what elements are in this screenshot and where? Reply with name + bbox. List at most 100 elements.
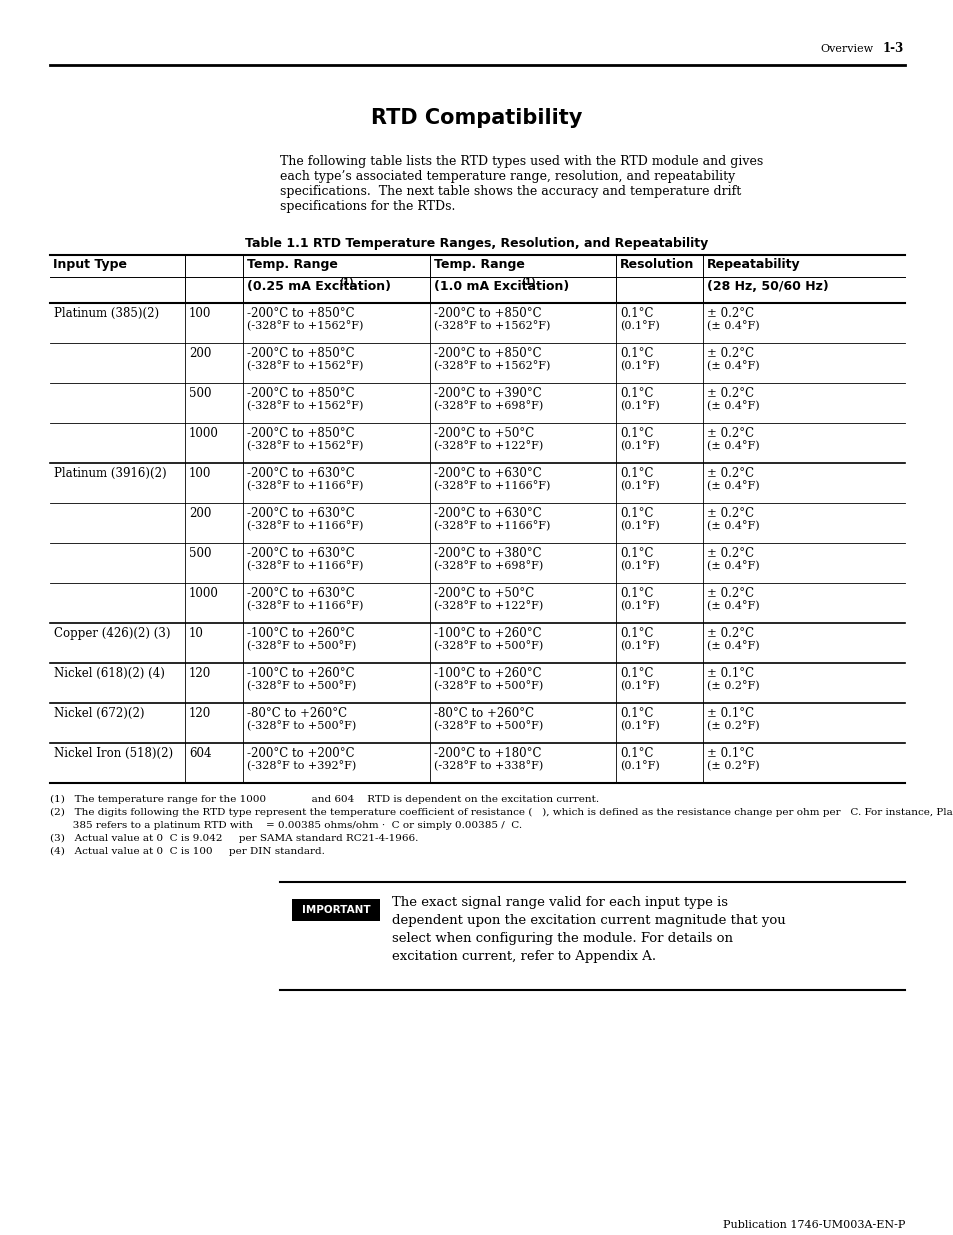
Text: -200°C to +390°C: -200°C to +390°C xyxy=(434,387,540,400)
Text: Nickel Iron (518)(2): Nickel Iron (518)(2) xyxy=(54,747,172,760)
Text: -200°C to +850°C: -200°C to +850°C xyxy=(247,308,355,320)
Bar xyxy=(292,899,379,921)
Text: (± 0.4°F): (± 0.4°F) xyxy=(706,321,759,332)
Text: 100: 100 xyxy=(189,467,212,480)
Text: ± 0.2°C: ± 0.2°C xyxy=(706,427,754,440)
Text: (-328°F to +1562°F): (-328°F to +1562°F) xyxy=(247,401,363,411)
Text: (0.1°F): (0.1°F) xyxy=(619,361,659,372)
Text: (-328°F to +338°F): (-328°F to +338°F) xyxy=(434,761,542,772)
Text: 0.1°C: 0.1°C xyxy=(619,747,653,760)
Text: Nickel (618)(2) (4): Nickel (618)(2) (4) xyxy=(54,667,165,680)
Text: 385 refers to a platinum RTD with    = 0.00385 ohms/ohm ·  C or simply 0.00385 /: 385 refers to a platinum RTD with = 0.00… xyxy=(50,821,521,830)
Text: specifications for the RTDs.: specifications for the RTDs. xyxy=(280,200,455,212)
Text: 1-3: 1-3 xyxy=(882,42,903,56)
Text: RTD Compatibility: RTD Compatibility xyxy=(371,107,582,128)
Text: -100°C to +260°C: -100°C to +260°C xyxy=(247,667,355,680)
Text: (4)   Actual value at 0  C is 100     per DIN standard.: (4) Actual value at 0 C is 100 per DIN s… xyxy=(50,847,325,856)
Text: (-328°F to +1166°F): (-328°F to +1166°F) xyxy=(247,601,363,611)
Text: 0.1°C: 0.1°C xyxy=(619,308,653,320)
Text: (± 0.4°F): (± 0.4°F) xyxy=(706,480,759,492)
Text: 0.1°C: 0.1°C xyxy=(619,587,653,600)
Text: 0.1°C: 0.1°C xyxy=(619,427,653,440)
Text: -200°C to +630°C: -200°C to +630°C xyxy=(247,547,355,559)
Text: (-328°F to +500°F): (-328°F to +500°F) xyxy=(247,721,356,731)
Text: (1.0 mA Excitation): (1.0 mA Excitation) xyxy=(434,280,568,293)
Text: (± 0.4°F): (± 0.4°F) xyxy=(706,401,759,411)
Text: (1): (1) xyxy=(521,278,536,287)
Text: 120: 120 xyxy=(189,706,212,720)
Text: each type’s associated temperature range, resolution, and repeatability: each type’s associated temperature range… xyxy=(280,170,735,183)
Text: ± 0.2°C: ± 0.2°C xyxy=(706,467,754,480)
Text: 120: 120 xyxy=(189,667,212,680)
Text: (-328°F to +500°F): (-328°F to +500°F) xyxy=(247,680,356,692)
Text: (-328°F to +1562°F): (-328°F to +1562°F) xyxy=(247,321,363,332)
Text: -200°C to +630°C: -200°C to +630°C xyxy=(247,587,355,600)
Text: -200°C to +630°C: -200°C to +630°C xyxy=(247,508,355,520)
Text: (0.1°F): (0.1°F) xyxy=(619,321,659,332)
Text: (-328°F to +392°F): (-328°F to +392°F) xyxy=(247,761,356,772)
Text: (0.1°F): (0.1°F) xyxy=(619,641,659,652)
Text: 0.1°C: 0.1°C xyxy=(619,667,653,680)
Text: (± 0.2°F): (± 0.2°F) xyxy=(706,680,759,692)
Text: Platinum (3916)(2): Platinum (3916)(2) xyxy=(54,467,167,480)
Text: (0.1°F): (0.1°F) xyxy=(619,561,659,572)
Text: Input Type: Input Type xyxy=(53,258,127,270)
Text: (-328°F to +1562°F): (-328°F to +1562°F) xyxy=(434,321,550,332)
Text: 0.1°C: 0.1°C xyxy=(619,627,653,640)
Text: -200°C to +850°C: -200°C to +850°C xyxy=(434,308,540,320)
Text: (0.1°F): (0.1°F) xyxy=(619,480,659,492)
Text: 0.1°C: 0.1°C xyxy=(619,387,653,400)
Text: Table 1.1 RTD Temperature Ranges, Resolution, and Repeatability: Table 1.1 RTD Temperature Ranges, Resolu… xyxy=(245,237,708,249)
Text: ± 0.1°C: ± 0.1°C xyxy=(706,706,754,720)
Text: ± 0.2°C: ± 0.2°C xyxy=(706,308,754,320)
Text: (± 0.2°F): (± 0.2°F) xyxy=(706,761,759,772)
Text: (-328°F to +1562°F): (-328°F to +1562°F) xyxy=(247,441,363,452)
Text: (-328°F to +1562°F): (-328°F to +1562°F) xyxy=(247,361,363,372)
Text: (0.1°F): (0.1°F) xyxy=(619,601,659,611)
Text: Platinum (385)(2): Platinum (385)(2) xyxy=(54,308,159,320)
Text: (-328°F to +1166°F): (-328°F to +1166°F) xyxy=(434,480,550,492)
Text: (-328°F to +500°F): (-328°F to +500°F) xyxy=(434,680,542,692)
Text: -200°C to +180°C: -200°C to +180°C xyxy=(434,747,540,760)
Text: 10: 10 xyxy=(189,627,204,640)
Text: (± 0.4°F): (± 0.4°F) xyxy=(706,521,759,531)
Text: specifications.  The next table shows the accuracy and temperature drift: specifications. The next table shows the… xyxy=(280,185,740,198)
Text: -200°C to +850°C: -200°C to +850°C xyxy=(434,347,540,359)
Text: ± 0.2°C: ± 0.2°C xyxy=(706,547,754,559)
Text: -100°C to +260°C: -100°C to +260°C xyxy=(434,627,540,640)
Text: 100: 100 xyxy=(189,308,212,320)
Text: (-328°F to +500°F): (-328°F to +500°F) xyxy=(434,721,542,731)
Text: ± 0.1°C: ± 0.1°C xyxy=(706,667,754,680)
Text: (3)   Actual value at 0  C is 9.042     per SAMA standard RC21-4-1966.: (3) Actual value at 0 C is 9.042 per SAM… xyxy=(50,834,418,844)
Text: -200°C to +630°C: -200°C to +630°C xyxy=(434,508,540,520)
Text: (-328°F to +1166°F): (-328°F to +1166°F) xyxy=(434,521,550,531)
Text: Overview: Overview xyxy=(820,44,872,54)
Text: 200: 200 xyxy=(189,347,212,359)
Text: The exact signal range valid for each input type is: The exact signal range valid for each in… xyxy=(392,897,727,909)
Text: Publication 1746-UM003A-EN-P: Publication 1746-UM003A-EN-P xyxy=(721,1220,904,1230)
Text: (28 Hz, 50/60 Hz): (28 Hz, 50/60 Hz) xyxy=(706,280,828,293)
Text: -100°C to +260°C: -100°C to +260°C xyxy=(247,627,355,640)
Text: -200°C to +630°C: -200°C to +630°C xyxy=(247,467,355,480)
Text: 500: 500 xyxy=(189,387,212,400)
Text: -200°C to +850°C: -200°C to +850°C xyxy=(247,387,355,400)
Text: (-328°F to +122°F): (-328°F to +122°F) xyxy=(434,441,542,452)
Text: (± 0.2°F): (± 0.2°F) xyxy=(706,721,759,731)
Text: Nickel (672)(2): Nickel (672)(2) xyxy=(54,706,144,720)
Text: (± 0.4°F): (± 0.4°F) xyxy=(706,441,759,452)
Text: (± 0.4°F): (± 0.4°F) xyxy=(706,561,759,572)
Text: Copper (426)(2) (3): Copper (426)(2) (3) xyxy=(54,627,171,640)
Text: -200°C to +200°C: -200°C to +200°C xyxy=(247,747,355,760)
Text: (-328°F to +122°F): (-328°F to +122°F) xyxy=(434,601,542,611)
Text: (0.1°F): (0.1°F) xyxy=(619,521,659,531)
Text: (± 0.4°F): (± 0.4°F) xyxy=(706,641,759,652)
Text: dependent upon the excitation current magnitude that you: dependent upon the excitation current ma… xyxy=(392,914,785,927)
Text: (-328°F to +1562°F): (-328°F to +1562°F) xyxy=(434,361,550,372)
Text: excitation current, refer to Appendix A.: excitation current, refer to Appendix A. xyxy=(392,950,656,963)
Text: (± 0.4°F): (± 0.4°F) xyxy=(706,601,759,611)
Text: ± 0.2°C: ± 0.2°C xyxy=(706,587,754,600)
Text: IMPORTANT: IMPORTANT xyxy=(301,905,370,915)
Text: ± 0.1°C: ± 0.1°C xyxy=(706,747,754,760)
Text: (-328°F to +1166°F): (-328°F to +1166°F) xyxy=(247,521,363,531)
Text: ± 0.2°C: ± 0.2°C xyxy=(706,347,754,359)
